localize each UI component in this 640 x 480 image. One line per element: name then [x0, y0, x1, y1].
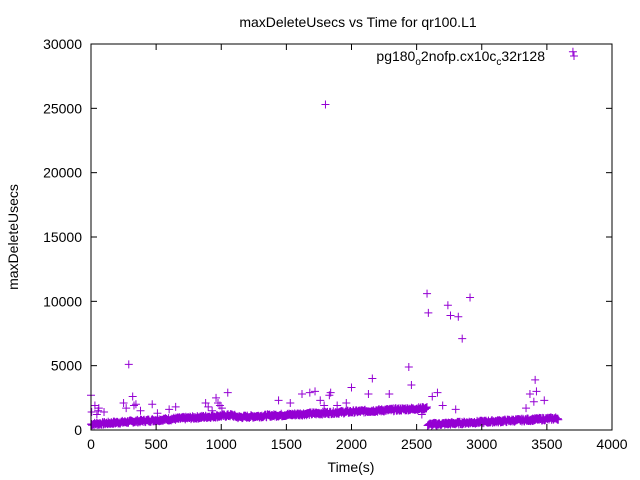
data-point	[408, 405, 417, 414]
data-point	[124, 360, 133, 369]
data-point	[320, 401, 329, 410]
y-tick-label: 20000	[43, 165, 82, 181]
data-point	[385, 389, 394, 398]
data-point	[94, 404, 103, 413]
x-tick-label: 1000	[206, 436, 237, 452]
x-axis-label: Time(s)	[328, 459, 375, 475]
data-point	[274, 396, 283, 405]
legend-subscript-1: o	[415, 57, 421, 68]
legend-suffix: 32r128	[501, 48, 545, 64]
plot-frame	[90, 43, 613, 431]
y-tick-label: 15000	[43, 229, 82, 245]
data-point	[342, 398, 351, 407]
data-point	[321, 100, 330, 109]
data-point	[568, 47, 577, 56]
data-point	[417, 410, 426, 419]
data-point	[454, 312, 463, 321]
data-point	[131, 400, 140, 409]
x-tick-label: 500	[144, 436, 168, 452]
y-tick-label: 10000	[43, 293, 82, 309]
data-point	[208, 406, 217, 415]
data-point	[446, 311, 455, 320]
data-point	[100, 407, 109, 416]
data-point	[326, 388, 335, 397]
data-point	[443, 301, 452, 310]
data-point	[92, 410, 101, 419]
data-point	[204, 402, 213, 411]
y-axis-label: maxDeleteUsecs	[5, 184, 21, 290]
x-tick-label: 3500	[531, 436, 562, 452]
x-tick-label: 1500	[271, 436, 302, 452]
data-point	[423, 289, 432, 298]
legend-middle: 2nofp.cx10c	[421, 48, 497, 64]
data-point	[333, 401, 342, 410]
data-point	[540, 396, 549, 405]
legend-marker-cross	[570, 52, 578, 60]
data-point	[148, 400, 157, 409]
data-point	[433, 388, 442, 397]
data-point	[466, 293, 475, 302]
data-point	[119, 398, 128, 407]
data-point	[522, 404, 531, 413]
data-point	[165, 405, 174, 414]
legend-prefix: pg180	[376, 48, 415, 64]
data-point	[407, 380, 416, 389]
legend-subscript-2: c	[496, 57, 501, 68]
data-point	[153, 409, 162, 418]
data-point	[525, 389, 534, 398]
y-axis-ticks: 0 5000 10000 15000 20000 25000 30000	[43, 36, 612, 438]
data-point	[136, 406, 145, 415]
x-tick-label: 2000	[336, 436, 367, 452]
legend-label: pg180o2nofp.cx10cc32r128	[376, 48, 545, 68]
x-tick-label: 3000	[466, 436, 497, 452]
y-tick-label: 25000	[43, 100, 82, 116]
data-point	[122, 404, 131, 413]
legend: pg180o2nofp.cx10cc32r128	[376, 48, 578, 68]
data-point	[87, 407, 96, 416]
data-point	[368, 374, 377, 383]
legend-marker	[570, 52, 578, 60]
data-point	[311, 387, 320, 396]
x-tick-label: 0	[87, 436, 95, 452]
data-point	[217, 404, 226, 413]
chart-title: maxDeleteUsecs vs Time for qr100.L1	[239, 14, 477, 30]
data-point	[531, 375, 540, 384]
data-point	[424, 308, 433, 317]
data-point	[529, 397, 538, 406]
data-point	[532, 387, 541, 396]
data-point	[298, 389, 307, 398]
data-point	[458, 334, 467, 343]
data-point	[451, 405, 460, 414]
x-tick-label: 2500	[401, 436, 432, 452]
x-tick-label: 4000	[596, 436, 627, 452]
data-point	[428, 392, 437, 401]
data-point	[364, 389, 373, 398]
data-point	[438, 401, 447, 410]
data-point	[347, 383, 356, 392]
data-point	[129, 401, 138, 410]
y-tick-label: 0	[74, 422, 82, 438]
dense-points-band	[87, 403, 563, 430]
data-point	[305, 388, 314, 397]
x-axis-ticks: 0 500 1000 1500 2000 2500 3000 3500 4000	[87, 44, 628, 452]
data-point	[404, 362, 413, 371]
data-point	[128, 392, 137, 401]
data-point	[171, 402, 180, 411]
data-point	[212, 393, 221, 402]
data-point	[223, 388, 232, 397]
data-point	[286, 398, 295, 407]
data-points	[87, 47, 577, 430]
y-tick-label: 30000	[43, 36, 82, 52]
y-tick-label: 5000	[51, 358, 82, 374]
data-point	[316, 396, 325, 405]
